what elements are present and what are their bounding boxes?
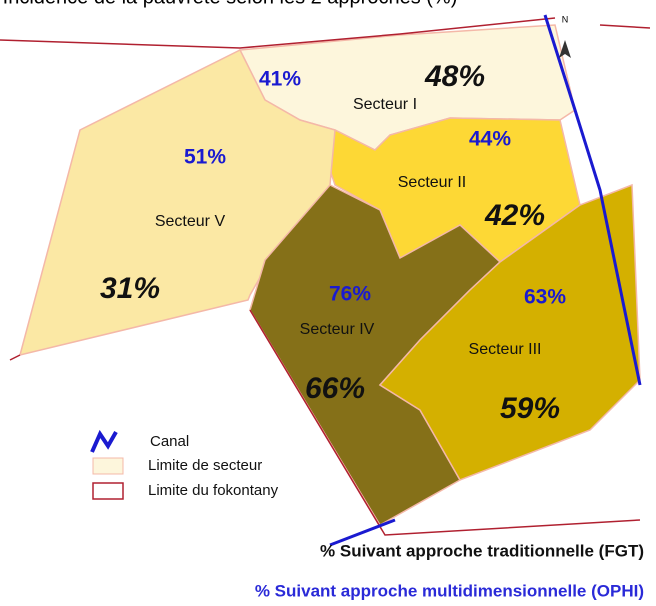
sectors xyxy=(18,24,641,527)
ophi-value: 41% xyxy=(259,68,301,91)
labels: Secteur I 41% 48% Secteur II 44% 42% Secteur I… xyxy=(100,60,566,425)
canal-line xyxy=(329,518,396,547)
ophi-value: 76% xyxy=(329,283,371,306)
canal-line xyxy=(543,14,642,386)
fgt-value: 66% xyxy=(305,372,365,405)
fokontany-limits xyxy=(0,17,651,536)
sector-name: Secteur I xyxy=(353,96,417,113)
ophi-value: 51% xyxy=(184,146,226,169)
sector-3 xyxy=(378,183,641,481)
legend-label: Limite de secteur xyxy=(148,457,262,474)
limit-right xyxy=(599,24,651,29)
fgt-value: 59% xyxy=(500,392,560,425)
north-arrow: N xyxy=(559,14,571,58)
legend-label: Canal xyxy=(150,433,189,450)
fgt-value: 48% xyxy=(424,60,485,93)
legend: Canal Limite de secteur Limite du fokont… xyxy=(90,429,279,500)
limit-bottom xyxy=(249,309,641,536)
map-title: Incidence de la pauvreté selon les 2 app… xyxy=(3,0,458,8)
canal-symbol xyxy=(90,429,118,453)
legend-label: Limite du fokontany xyxy=(148,482,279,499)
sector-5 xyxy=(18,48,336,357)
sector-name: Secteur III xyxy=(469,341,542,358)
sector-name: Secteur IV xyxy=(300,321,375,338)
north-label: N xyxy=(562,14,569,24)
limit-top xyxy=(0,17,556,49)
sector-name: Secteur V xyxy=(155,213,226,230)
note-fgt: % Suivant approche traditionnelle (FGT) xyxy=(320,541,644,560)
fokontany-symbol xyxy=(92,482,124,500)
ophi-value: 63% xyxy=(524,286,566,309)
ophi-value: 44% xyxy=(469,128,511,151)
sector-symbol xyxy=(92,457,124,475)
note-ophi: % Suivant approche multidimensionnelle (… xyxy=(255,581,644,600)
sector-name: Secteur II xyxy=(398,174,466,191)
fgt-value: 31% xyxy=(100,272,160,305)
arrow xyxy=(559,40,571,58)
canal xyxy=(329,14,642,547)
limit-left xyxy=(9,354,21,361)
fgt-value: 42% xyxy=(484,199,545,232)
